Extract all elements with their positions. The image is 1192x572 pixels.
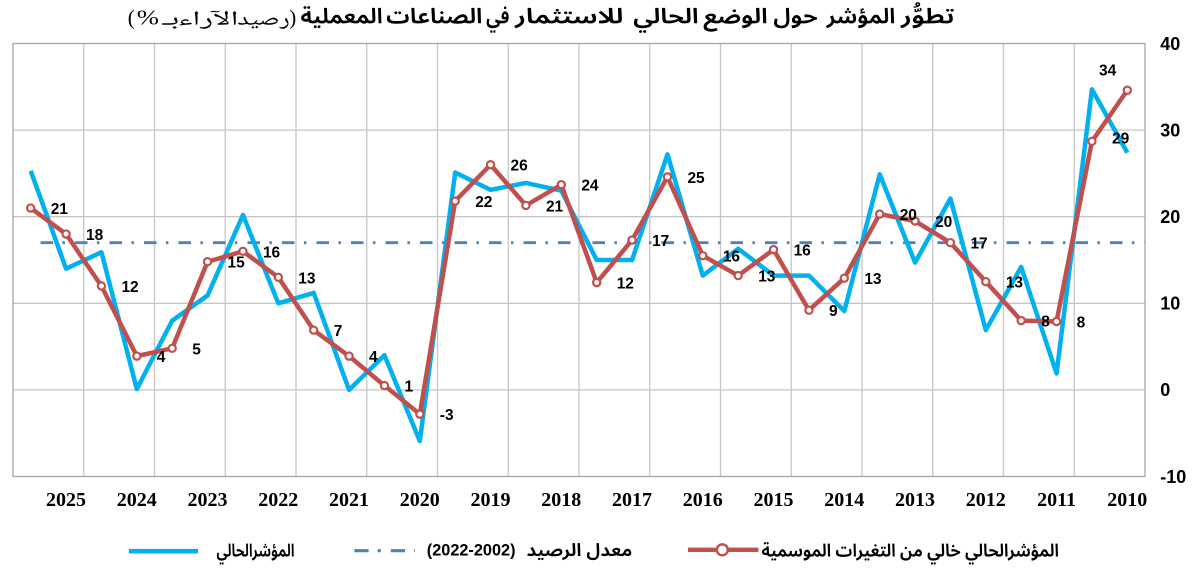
svg-text:13: 13 [1006, 275, 1024, 292]
svg-text:29: 29 [1112, 130, 1130, 147]
svg-text:21: 21 [51, 201, 69, 218]
svg-text:(2022-2002): (2022-2002) [427, 540, 516, 559]
svg-text:7: 7 [334, 323, 343, 340]
svg-text:26: 26 [511, 158, 529, 175]
svg-text:16: 16 [723, 249, 741, 266]
svg-text:-10: -10 [1160, 467, 1186, 487]
svg-text:16: 16 [794, 243, 812, 260]
svg-text:24: 24 [581, 178, 599, 195]
svg-text:2024: 2024 [117, 489, 157, 511]
svg-text:4: 4 [157, 349, 166, 366]
svg-text:18: 18 [86, 227, 104, 244]
svg-text:21: 21 [546, 198, 564, 215]
svg-text:13: 13 [298, 270, 316, 287]
svg-text:34: 34 [1099, 63, 1117, 80]
svg-text:12: 12 [617, 276, 634, 293]
svg-text:2022: 2022 [258, 489, 298, 511]
svg-text:2016: 2016 [683, 489, 723, 511]
svg-text:5: 5 [192, 341, 201, 358]
svg-text:17: 17 [970, 236, 987, 253]
svg-text:20: 20 [900, 207, 917, 224]
svg-text:2011: 2011 [1037, 489, 1076, 511]
svg-text:2023: 2023 [188, 489, 228, 511]
svg-text:9: 9 [829, 303, 838, 320]
svg-text:2018: 2018 [541, 489, 581, 511]
svg-text:13: 13 [758, 269, 776, 286]
svg-text:2015: 2015 [754, 489, 794, 511]
svg-text:): ) [289, 6, 296, 30]
svg-text:2020: 2020 [400, 489, 440, 511]
svg-text:8: 8 [1041, 314, 1050, 331]
svg-text:2014: 2014 [824, 489, 864, 511]
svg-text:1: 1 [404, 379, 413, 396]
svg-text:%: % [137, 6, 159, 30]
svg-text:12: 12 [121, 279, 138, 296]
svg-text:2021: 2021 [329, 489, 369, 511]
svg-text:20: 20 [935, 214, 952, 231]
svg-text:30: 30 [1160, 120, 1180, 140]
svg-text:15: 15 [228, 255, 246, 272]
svg-text:13: 13 [864, 271, 882, 288]
svg-text:2012: 2012 [966, 489, 1006, 511]
svg-text:25: 25 [687, 170, 705, 187]
svg-text:2025: 2025 [46, 489, 86, 511]
svg-text:-3: -3 [440, 407, 454, 424]
svg-text:8: 8 [1077, 314, 1086, 331]
svg-text:16: 16 [263, 244, 281, 261]
svg-text:20: 20 [1160, 207, 1180, 227]
svg-text:0: 0 [1160, 380, 1170, 400]
svg-text:40: 40 [1160, 34, 1180, 54]
svg-text:2017: 2017 [612, 489, 652, 511]
svg-text:4: 4 [369, 349, 378, 366]
svg-text:2010: 2010 [1107, 489, 1147, 511]
svg-text:22: 22 [475, 194, 492, 211]
svg-text:2019: 2019 [471, 489, 511, 511]
svg-text:10: 10 [1160, 294, 1180, 314]
svg-text:(: ( [128, 6, 135, 30]
svg-text:2013: 2013 [895, 489, 935, 511]
svg-text:17: 17 [652, 233, 669, 250]
